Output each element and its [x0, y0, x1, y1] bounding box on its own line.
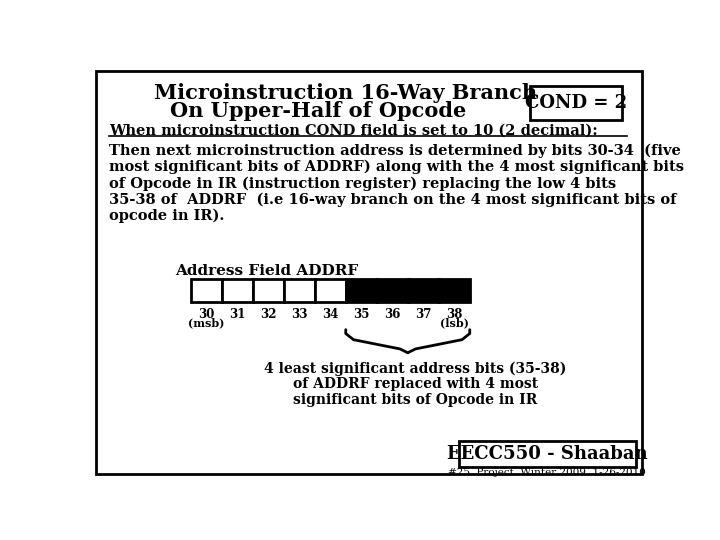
Text: significant bits of Opcode in IR: significant bits of Opcode in IR: [293, 393, 538, 407]
Text: Then next microinstruction address is determined by bits 30-34  (five: Then next microinstruction address is de…: [109, 144, 681, 158]
Text: 30: 30: [198, 308, 215, 321]
Text: #25  Project  Winter 2009  1-26-2010: #25 Project Winter 2009 1-26-2010: [449, 468, 646, 477]
Text: opcode in IR).: opcode in IR).: [109, 208, 225, 223]
Text: 38: 38: [446, 308, 462, 321]
Text: of Opcode in IR (instruction register) replacing the low 4 bits: of Opcode in IR (instruction register) r…: [109, 176, 616, 191]
Text: 35: 35: [353, 308, 369, 321]
Bar: [346, 279, 377, 302]
Text: 36: 36: [384, 308, 400, 321]
Bar: [408, 279, 438, 302]
Text: Address Field ADDRF: Address Field ADDRF: [175, 264, 359, 278]
Text: On Upper-Half of Opcode: On Upper-Half of Opcode: [171, 101, 467, 121]
Bar: [530, 86, 621, 120]
Text: most significant bits of ADDRF) along with the 4 most significant bits: most significant bits of ADDRF) along wi…: [109, 160, 685, 174]
Bar: [438, 279, 469, 302]
Bar: [191, 279, 222, 302]
Text: 4 least significant address bits (35-38): 4 least significant address bits (35-38): [264, 362, 567, 376]
Bar: [284, 279, 315, 302]
Text: 34: 34: [322, 308, 338, 321]
Text: of ADDRF replaced with 4 most: of ADDRF replaced with 4 most: [293, 377, 538, 392]
Bar: [253, 279, 284, 302]
Bar: [315, 279, 346, 302]
Text: 32: 32: [260, 308, 276, 321]
Text: 35-38 of  ADDRF  (i.e 16-way branch on the 4 most significant bits of: 35-38 of ADDRF (i.e 16-way branch on the…: [109, 192, 677, 207]
Text: COND = 2: COND = 2: [525, 94, 627, 112]
Text: 33: 33: [291, 308, 307, 321]
Text: (lsb): (lsb): [440, 318, 469, 328]
Bar: [377, 279, 408, 302]
Bar: [222, 279, 253, 302]
Bar: [459, 441, 636, 467]
Text: 31: 31: [229, 308, 246, 321]
Text: When microinstruction COND field is set to 10 (2 decimal):: When microinstruction COND field is set …: [109, 123, 598, 137]
Text: 37: 37: [415, 308, 431, 321]
Text: (msb): (msb): [188, 318, 225, 328]
Text: Microinstruction 16-Way Branch: Microinstruction 16-Way Branch: [154, 83, 537, 103]
Text: EECC550 - Shaaban: EECC550 - Shaaban: [447, 444, 647, 463]
